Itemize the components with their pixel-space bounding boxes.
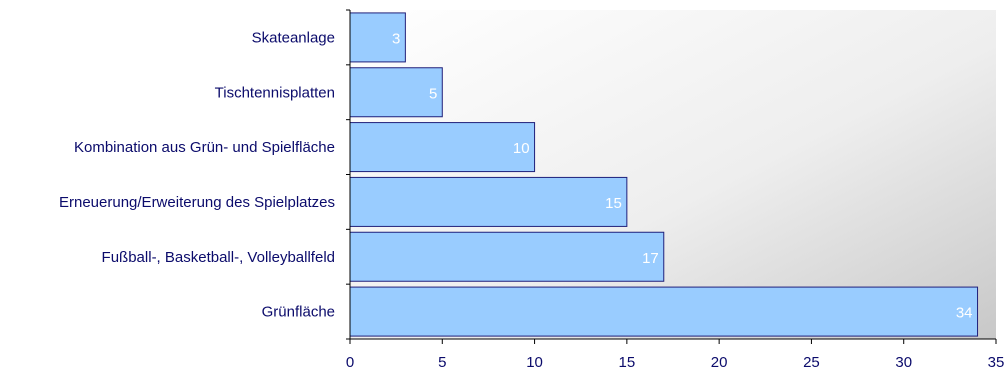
x-tick-label: 15 <box>619 354 636 371</box>
category-label: Erneuerung/Erweiterung des Spielplatzes <box>59 194 335 211</box>
data-label: 15 <box>605 195 622 212</box>
x-tick-label: 0 <box>346 354 354 371</box>
category-label: Grünfläche <box>262 304 335 321</box>
x-tick-label: 10 <box>526 354 543 371</box>
x-tick-label: 20 <box>711 354 728 371</box>
data-label: 3 <box>392 30 400 47</box>
x-tick-label: 5 <box>438 354 446 371</box>
bar <box>350 123 535 172</box>
data-label: 17 <box>642 250 659 267</box>
x-tick-label: 30 <box>895 354 912 371</box>
category-label: Fußball-, Basketball-, Volleyballfeld <box>102 249 335 266</box>
data-label: 5 <box>429 85 437 102</box>
data-label: 34 <box>956 305 973 322</box>
category-labels-layer: Skateanlage Tischtennisplatten Kombination… <box>59 29 335 320</box>
data-label: 10 <box>513 140 530 157</box>
category-label: Kombination aus Grün- und Spielfläche <box>74 139 335 156</box>
category-label: Skateanlage <box>252 29 335 46</box>
bar <box>350 177 627 226</box>
bar <box>350 232 664 281</box>
bar <box>350 287 978 336</box>
x-tick-label: 35 <box>988 354 1005 371</box>
x-tick-label: 25 <box>803 354 820 371</box>
category-label: Tischtennisplatten <box>215 84 335 101</box>
